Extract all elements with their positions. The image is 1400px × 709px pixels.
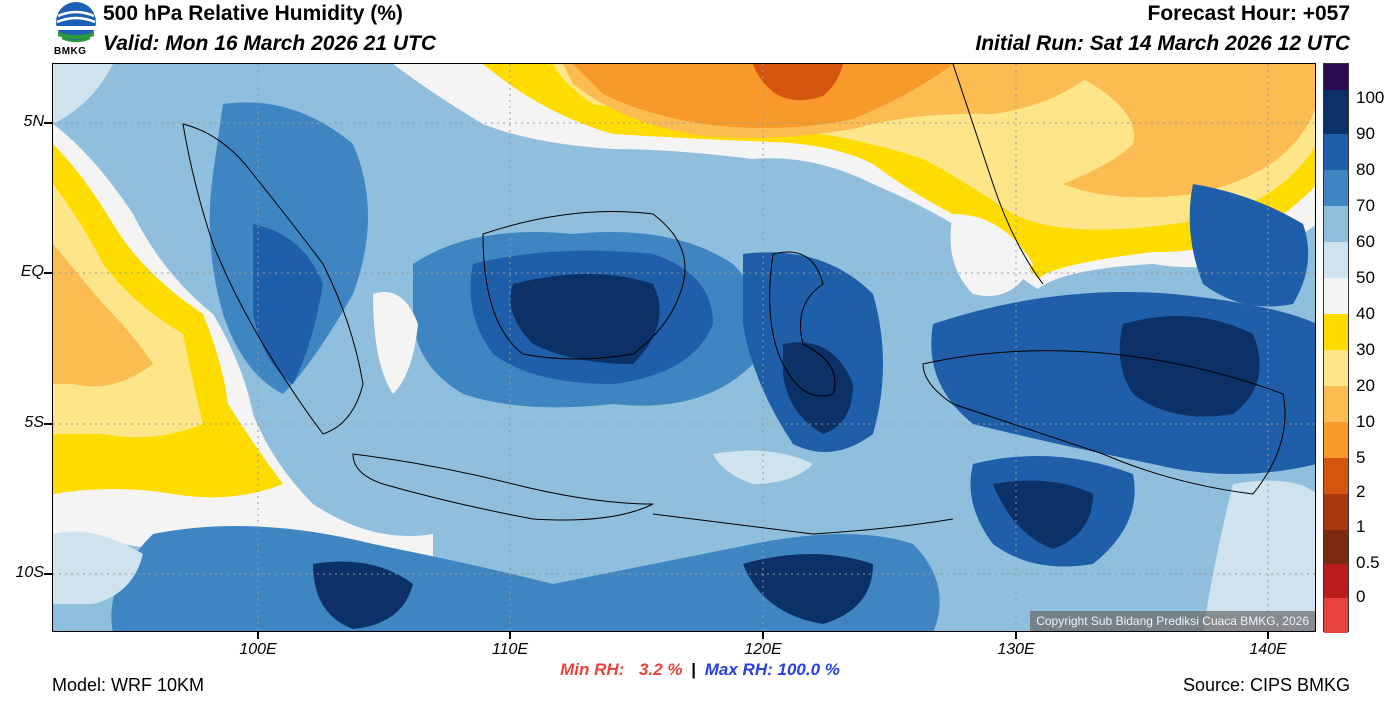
min-rh-value: 3.2 % bbox=[639, 660, 683, 679]
rh-sw-50-60 bbox=[53, 531, 143, 604]
lat-label-5s: 5S bbox=[24, 414, 44, 431]
lat-label-5n: 5N bbox=[23, 113, 44, 130]
legend-label: 50 bbox=[1356, 268, 1375, 287]
legend-swatch bbox=[1324, 134, 1348, 170]
lat-tick bbox=[44, 122, 52, 124]
source-label: Source: CIPS BMKG bbox=[1182, 675, 1350, 695]
legend-swatch bbox=[1324, 598, 1348, 633]
legend-label: 100 bbox=[1356, 88, 1385, 107]
lon-label-100e: 100E bbox=[239, 641, 277, 658]
lon-tick bbox=[257, 632, 259, 639]
legend-swatch bbox=[1324, 64, 1348, 90]
legend-label: 60 bbox=[1356, 232, 1375, 251]
color-legend bbox=[1323, 63, 1349, 633]
rh-patch-40-50-b bbox=[950, 214, 1033, 296]
lon-label-140e: 140E bbox=[1249, 641, 1287, 658]
legend-swatch bbox=[1324, 314, 1348, 350]
legend-label: 80 bbox=[1356, 160, 1375, 179]
rh-se-50-60 bbox=[1203, 480, 1315, 631]
rh-pacific-80-90 bbox=[1189, 184, 1309, 307]
rh-south-70-80 bbox=[111, 526, 940, 631]
legend-label: 30 bbox=[1356, 340, 1375, 359]
rh-sumatra-80-90 bbox=[253, 224, 323, 384]
rh-west-10-20 bbox=[53, 244, 153, 387]
legend-swatch bbox=[1324, 422, 1348, 458]
stats-separator: | bbox=[691, 660, 697, 679]
legend-swatch bbox=[1324, 530, 1348, 564]
lon-tick bbox=[1267, 632, 1269, 639]
rh-patch-40-50 bbox=[373, 292, 418, 394]
legend-label: 5 bbox=[1356, 448, 1366, 467]
rh-kalimantan-90-100 bbox=[510, 274, 660, 364]
legend-label: 0.5 bbox=[1356, 553, 1380, 572]
initial-run: Initial Run: Sat 14 March 2026 12 UTC bbox=[975, 32, 1350, 55]
rh-nw-50-60 bbox=[53, 64, 113, 124]
copyright-text: Copyright Sub Bidang Prediksi Cuaca BMKG… bbox=[1030, 611, 1315, 631]
lon-tick bbox=[509, 632, 511, 639]
legend-swatch bbox=[1324, 458, 1348, 494]
legend-swatch bbox=[1324, 350, 1348, 386]
max-rh-label: Max RH: bbox=[704, 660, 773, 679]
legend-label: 40 bbox=[1356, 304, 1375, 323]
model-label: Model: WRF 10KM bbox=[52, 675, 205, 695]
lon-tick bbox=[762, 632, 764, 639]
legend-label: 2 bbox=[1356, 482, 1366, 501]
legend-label: 1 bbox=[1356, 517, 1366, 536]
lat-label-10s: 10S bbox=[15, 564, 44, 581]
legend-swatch bbox=[1324, 386, 1348, 422]
valid-time: Valid: Mon 16 March 2026 21 UTC bbox=[103, 32, 436, 55]
rh-south-90-100-b bbox=[743, 554, 873, 624]
legend-swatch bbox=[1324, 564, 1348, 598]
lon-tick bbox=[1015, 632, 1017, 639]
legend-swatch bbox=[1324, 494, 1348, 530]
rh-band-2-5 bbox=[753, 64, 843, 101]
legend-swatch bbox=[1324, 206, 1348, 242]
lat-label-eq: EQ bbox=[20, 263, 44, 280]
lon-label-110e: 110E bbox=[491, 641, 529, 658]
rh-sulawesi-90-100 bbox=[783, 342, 853, 434]
max-rh-value: 100.0 % bbox=[777, 660, 840, 679]
rh-band-10-20-east bbox=[1053, 64, 1315, 198]
legend-label: 0 bbox=[1356, 587, 1366, 606]
legend-swatch bbox=[1324, 242, 1348, 278]
rh-map: Copyright Sub Bidang Prediksi Cuaca BMKG… bbox=[52, 63, 1316, 632]
rh-arafura-90-100 bbox=[993, 480, 1093, 549]
logo-text: BMKG bbox=[54, 46, 87, 57]
lat-tick bbox=[44, 423, 52, 425]
legend-label: 70 bbox=[1356, 196, 1375, 215]
coastlines bbox=[182, 64, 1286, 535]
bmkg-logo bbox=[52, 2, 100, 60]
lon-label-130e: 130E bbox=[997, 641, 1035, 658]
legend-swatch bbox=[1324, 90, 1348, 134]
legend-swatch bbox=[1324, 170, 1348, 206]
chart-title: 500 hPa Relative Humidity (%) bbox=[103, 2, 403, 25]
lat-tick bbox=[44, 272, 52, 274]
forecast-hour: Forecast Hour: +057 bbox=[1147, 2, 1351, 25]
legend-label: 90 bbox=[1356, 124, 1375, 143]
lat-tick bbox=[44, 573, 52, 575]
lon-label-120e: 120E bbox=[744, 641, 782, 658]
min-rh-label: Min RH: bbox=[560, 660, 625, 679]
rh-field bbox=[53, 64, 1315, 631]
legend-swatch bbox=[1324, 278, 1348, 314]
rh-south-90-100-a bbox=[313, 561, 413, 629]
legend-label: 20 bbox=[1356, 376, 1375, 395]
rh-stats: Min RH: 3.2 % | Max RH: 100.0 % bbox=[0, 660, 1400, 680]
legend-label: 10 bbox=[1356, 412, 1375, 431]
